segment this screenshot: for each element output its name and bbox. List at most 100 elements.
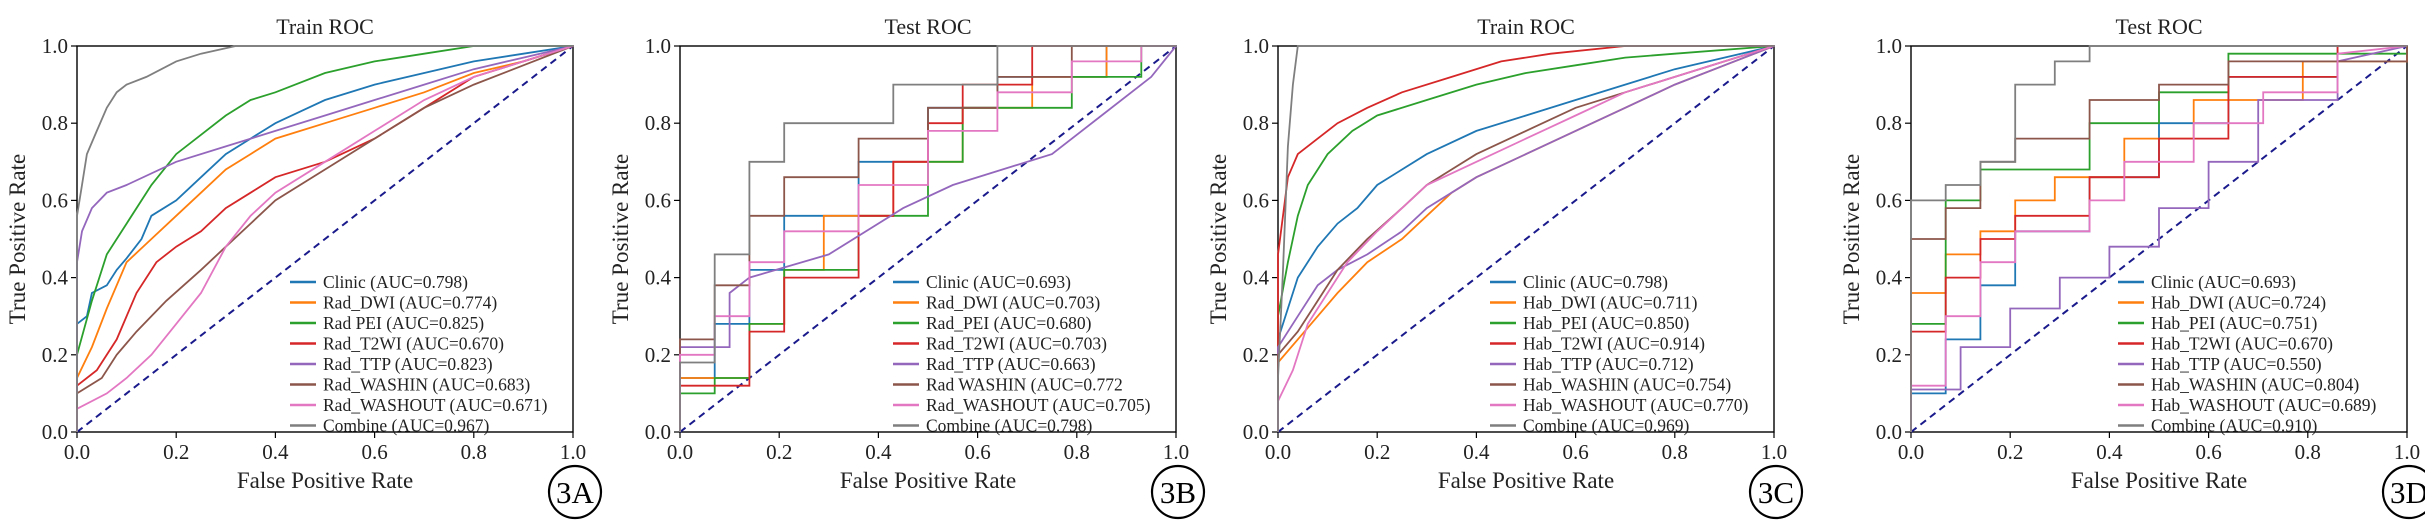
x-axis-label: False Positive Rate [237,468,413,493]
legend-entry: Combine (AUC=0.967) [323,416,490,436]
y-tick-label: 0.8 [645,111,671,135]
y-tick-label: 0.4 [1876,266,1903,290]
legend-entry: Combine (AUC=0.798) [926,416,1093,436]
panel-label: 3B [1160,475,1196,510]
y-tick-label: 0.4 [645,266,672,290]
y-tick-label: 1.0 [645,34,671,58]
x-tick-label: 1.0 [1163,440,1189,464]
chance-line [76,45,574,433]
roc-panel-3D: Test ROC 0.0 0.2 0.4 0.6 0.8 1.0 0.0 0.2 0.4 0.6 0.… [1839,14,2425,520]
y-tick-label: 0.6 [645,188,671,212]
roc-panel-3A: Train ROC 0.0 0.2 0.4 0.6 0.8 1.0 0.0 0.2 0.4 0.6 0… [5,14,603,520]
legend-entry: Rad_DWI (AUC=0.703) [926,293,1100,313]
legend-entry: Hab_PEI (AUC=0.751) [2151,313,2318,333]
y-tick-label: 0.0 [42,420,68,444]
y-axis-label: True Positive Rate [5,154,30,324]
legend-entry: Hab_DWI (AUC=0.711) [1523,293,1698,313]
roc-curve-washout [76,45,574,432]
legend-entry: Hab_DWI (AUC=0.724) [2151,293,2326,313]
y-axis-label: True Positive Rate [1206,154,1231,324]
roc-curve-pei [76,45,573,432]
legend-entry: Hab_WASHIN (AUC=0.804) [2151,375,2359,395]
legend-entry: Rad_T2WI (AUC=0.670) [323,334,504,354]
x-tick-label: 0.6 [964,440,990,464]
chance-line [1277,45,1775,433]
legend-entry: Rad_DWI (AUC=0.774) [323,293,497,313]
x-tick-label: 0.0 [1898,440,1924,464]
roc-curve-clinic [76,45,574,432]
x-tick-label: 0.0 [1265,440,1291,464]
roc-curve-clinic [1277,45,1775,432]
roc-curve-combine [1277,45,1774,432]
legend-entry: Clinic (AUC=0.798) [1523,272,1668,292]
panel-label-circle [2381,464,2425,520]
y-tick-label: 1.0 [42,34,68,58]
x-tick-label: 0.4 [2096,440,2123,464]
legend-entry: Rad_TTP (AUC=0.663) [926,354,1096,374]
x-tick-label: 1.0 [560,440,586,464]
x-tick-label: 0.0 [64,440,90,464]
roc-curve-washin [1910,46,2408,432]
x-tick-label: 0.4 [865,440,892,464]
x-tick-label: 0.4 [262,440,289,464]
panel-label: 3D [2390,475,2425,510]
y-tick-label: 0.0 [645,420,671,444]
roc-curve-ttp [76,45,574,432]
legend-entry: Hab_PEI (AUC=0.850) [1523,313,1690,333]
y-tick-label: 0.0 [1876,420,1902,444]
x-tick-label: 0.2 [766,440,792,464]
x-tick-label: 0.4 [1463,440,1490,464]
roc-curve-washin [76,45,574,432]
roc-curve-ttp [1910,45,2408,432]
y-tick-label: 0.4 [1243,266,1270,290]
legend-entry: Hab_WASHOUT (AUC=0.770) [1523,395,1749,415]
x-tick-label: 0.8 [1064,440,1090,464]
panel-label: 3A [556,475,595,510]
roc-curve-t2wi [76,45,574,432]
y-tick-label: 0.6 [1243,188,1269,212]
chart-title: Test ROC [884,14,971,39]
chance-line [679,45,1177,433]
roc-curve-combine [1910,45,2407,432]
roc-curve-ttp [679,45,1177,432]
y-tick-label: 0.2 [1243,343,1269,367]
x-tick-label: 0.8 [1662,440,1688,464]
roc-curve-washout [1910,45,2408,432]
x-axis-label: False Positive Rate [840,468,1016,493]
legend-entry: Rad_WASHIN (AUC=0.683) [323,375,530,395]
x-tick-label: 1.0 [1761,440,1787,464]
legend-entry: Combine (AUC=0.910) [2151,416,2318,436]
x-tick-label: 0.2 [1364,440,1390,464]
legend-entry: Hab_T2WI (AUC=0.914) [1523,334,1705,354]
y-tick-label: 1.0 [1876,34,1902,58]
y-tick-label: 0.2 [42,343,68,367]
legend-entry: Clinic (AUC=0.693) [926,272,1071,292]
legend-entry: Rad_T2WI (AUC=0.703) [926,334,1107,354]
roc-curve-combine [76,45,573,432]
roc-curve-combine [679,45,1176,432]
y-tick-label: 0.8 [1876,111,1902,135]
x-tick-label: 0.0 [667,440,693,464]
panel-label-circle [1150,464,1206,520]
y-axis-label: True Positive Rate [1839,154,1864,324]
y-axis-label: True Positive Rate [608,154,633,324]
x-tick-label: 0.2 [1997,440,2023,464]
y-tick-label: 0.8 [42,111,68,135]
legend-entry: Clinic (AUC=0.798) [323,272,468,292]
y-tick-label: 0.2 [1876,343,1902,367]
y-tick-label: 0.0 [1243,420,1269,444]
roc-curve-t2wi [1277,45,1774,432]
legend-entry: Rad_WASHOUT (AUC=0.671) [323,395,548,415]
legend-entry: Combine (AUC=0.969) [1523,416,1690,436]
roc-curve-ttp [1277,45,1775,432]
legend-entry: Hab_WASHIN (AUC=0.754) [1523,375,1731,395]
chart-title: Train ROC [1477,14,1575,39]
legend-entry: Rad_PEI (AUC=0.680) [926,313,1092,333]
roc-panel-3B: Test ROC 0.0 0.2 0.4 0.6 0.8 1.0 0.0 0.2 0.4 0.6 0.… [608,14,1206,520]
x-tick-label: 0.6 [361,440,387,464]
x-axis-label: False Positive Rate [1438,468,1614,493]
chart-title: Test ROC [2115,14,2202,39]
panel-label-circle [1748,464,1804,520]
legend-entry: Rad WASHIN (AUC=0.772 [926,375,1123,395]
